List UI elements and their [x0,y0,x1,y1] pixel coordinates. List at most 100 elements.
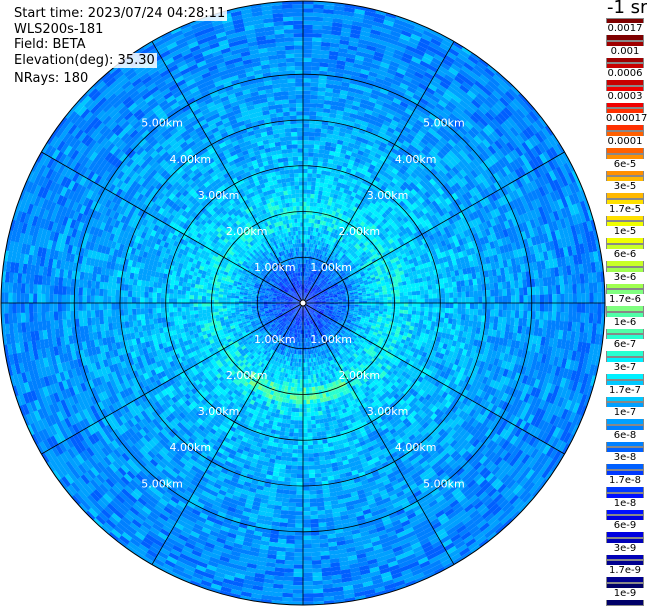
beta-cell [299,408,303,413]
beta-cell [316,316,320,320]
beta-cell [277,310,282,314]
beta-cell [294,296,298,300]
beta-cell [284,277,288,282]
beta-cell [193,291,199,296]
beta-cell [299,288,301,293]
beta-cell [194,287,199,292]
beta-cell [304,280,306,285]
beta-cell [404,299,409,304]
beta-cell [294,222,298,227]
beta-cell [186,314,191,320]
beta-cell [319,293,324,296]
beta-cell [325,306,330,308]
beta-cell [307,307,312,310]
beta-cell [310,315,314,319]
beta-cell [302,408,307,413]
beta-cell [293,299,298,301]
beta-cell [305,325,307,330]
beta-cell [190,283,196,288]
beta-cell [303,292,305,297]
beta-cell [310,287,314,291]
beta-cell [292,273,295,278]
beta-cell [306,391,310,396]
beta-cell [222,297,227,301]
beta-cell [287,311,292,315]
beta-cell [312,395,317,400]
beta-cell [298,362,301,367]
beta-cell [295,329,298,334]
beta-cell [299,309,302,314]
beta-cell [305,300,309,303]
beta-cell [304,288,306,293]
beta-cell [280,304,285,307]
beta-cell [320,295,325,298]
beta-cell [308,316,311,321]
beta-cell [288,317,292,321]
beta-cell [294,306,299,310]
beta-cell [301,292,303,297]
beta-cell [307,296,312,300]
beta-cell [206,306,211,310]
beta-cell [295,201,300,207]
beta-cell [305,313,307,318]
beta-cell [206,292,211,297]
beta-cell [292,301,297,303]
beta-cell [285,287,290,291]
beta-cell [280,315,284,319]
beta-cell [308,311,312,316]
beta-cell [296,294,300,298]
beta-cell [309,268,312,273]
beta-cell [272,306,277,309]
beta-cell [317,288,321,292]
beta-cell [292,287,295,292]
beta-cell [288,301,293,303]
beta-cell [286,315,290,319]
beta-cell [285,308,290,310]
beta-cell [317,298,322,300]
beta-cell [302,305,303,310]
beta-cell [289,313,293,317]
beta-cell [382,291,388,295]
beta-cell [290,327,293,332]
beta-cell [308,290,312,295]
beta-cell [323,320,327,324]
beta-cell [415,290,421,296]
beta-cell [297,226,301,231]
beta-cell [291,407,296,413]
beta-cell [288,298,293,301]
beta-cell [272,309,277,312]
beta-cell [281,294,286,297]
beta-cell [210,290,216,294]
beta-cell [283,278,287,283]
beta-cell [285,315,290,319]
beta-cell [187,322,192,328]
beta-cell [214,296,219,300]
beta-cell [325,299,330,301]
beta-cell [292,324,296,329]
beta-cell [325,303,330,305]
beta-cell [310,320,313,325]
beta-cell [282,318,287,322]
beta-cell [305,308,308,313]
beta-cell [313,399,318,404]
beta-cell [325,305,330,307]
beta-cell [234,305,240,308]
beta-cell [304,292,307,297]
beta-cell [299,284,301,289]
beta-cell [395,299,400,304]
beta-cell [282,311,287,314]
beta-cell [290,288,294,293]
beta-cell [350,304,355,307]
beta-cell [302,416,308,421]
beta-cell [308,272,311,277]
beta-cell [311,273,314,278]
beta-cell [307,329,310,334]
beta-cell [304,354,307,359]
beta-cell [289,298,294,300]
beta-cell [307,307,311,311]
beta-cell [383,305,388,309]
beta-cell [230,297,235,301]
beta-cell [284,282,288,287]
beta-cell [309,210,313,215]
beta-cell [292,310,296,314]
